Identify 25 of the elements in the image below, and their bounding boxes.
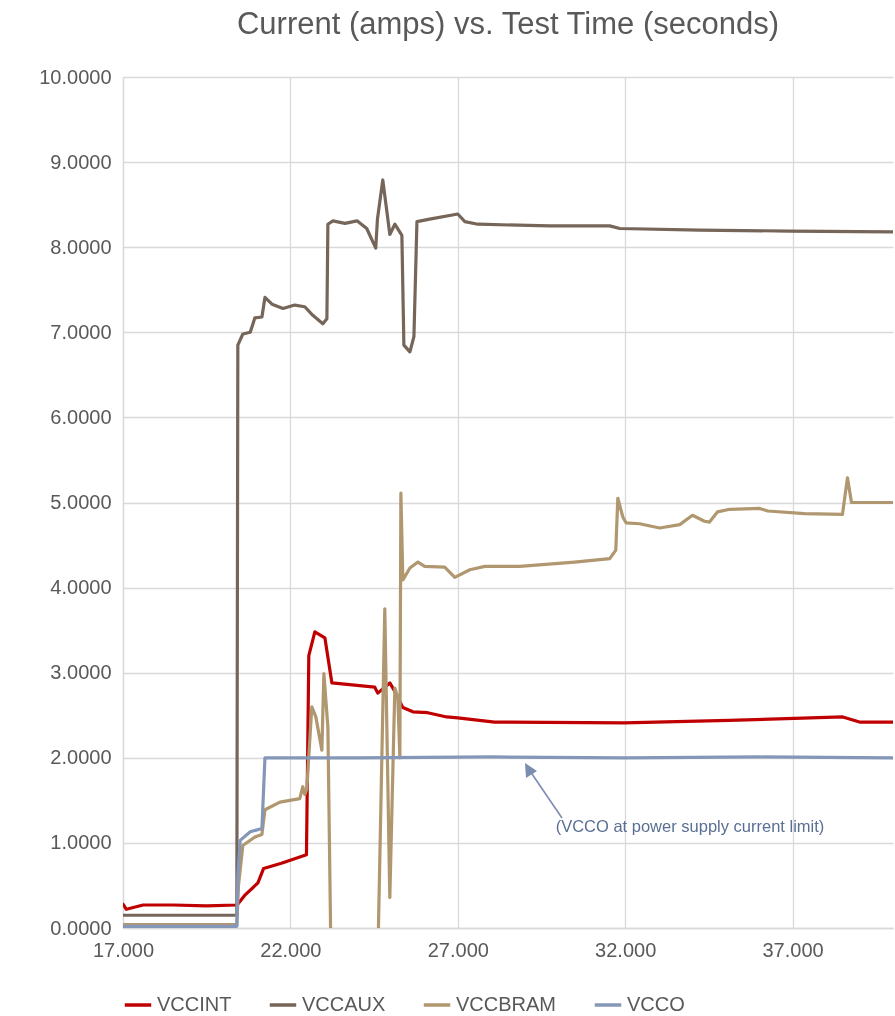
y-tick-label: 1.0000 [50, 831, 112, 854]
y-tick-label: 6.0000 [50, 405, 112, 428]
y-tick-label: 9.0000 [50, 150, 112, 173]
y-tick-label: 5.0000 [50, 491, 112, 513]
x-tick-label: 37.000 [762, 938, 824, 961]
legend-label: VCCBRAM [456, 993, 557, 1015]
y-tick-label: 10.0000 [39, 65, 112, 88]
chart-title: Current (amps) vs. Test Time (seconds) [236, 6, 780, 41]
y-tick-label: 8.0000 [50, 235, 112, 258]
y-tick-label: 0.0000 [50, 916, 112, 939]
line-series [123, 178, 893, 917]
y-tick-label: 2.0000 [50, 746, 112, 769]
x-tick-label: 22.000 [260, 938, 322, 961]
x-tick-label: 17.000 [92, 938, 155, 961]
y-tick-label: 4.0000 [50, 576, 112, 599]
line-series [123, 755, 893, 928]
y-tick-label: 7.0000 [50, 320, 112, 343]
legend-label: VCCINT [157, 993, 232, 1015]
legend-label: VCCO [627, 993, 685, 1015]
x-tick-label: 27.000 [427, 938, 489, 961]
y-tick-label: 3.0000 [50, 661, 112, 684]
annotation: (VCCO at power supply current limit) [555, 817, 825, 835]
legend-label: VCCAUX [302, 993, 386, 1015]
x-tick-label: 32.000 [595, 938, 657, 961]
line-series [123, 630, 893, 911]
